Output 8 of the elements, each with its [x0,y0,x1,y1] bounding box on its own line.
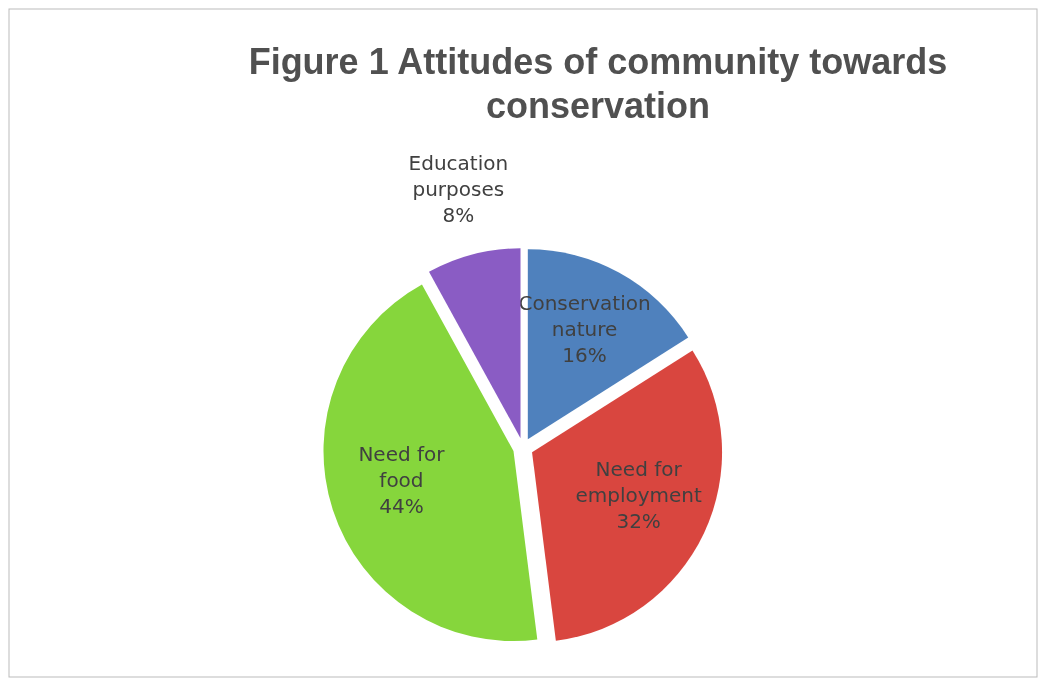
slice-label: Need for food [358,442,446,493]
chart-title: Figure 1 Attitudes of community towards conservation [248,41,948,126]
data-label: 8% [442,203,475,228]
slice-label: Education purposes [408,151,509,202]
slice-label: Need for employment [575,457,702,508]
data-label: 44% [379,494,424,519]
data-label: 32% [616,509,661,534]
data-label: 16% [562,343,607,368]
